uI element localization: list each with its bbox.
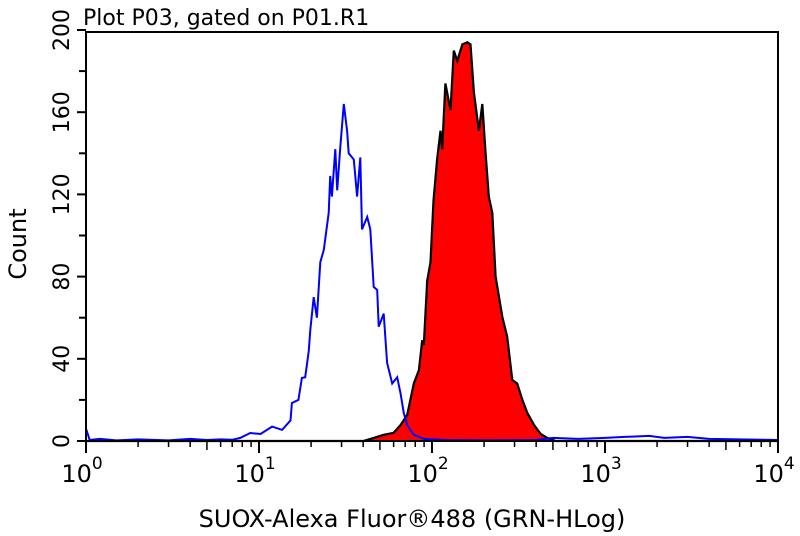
x-tick-label: 100: [61, 454, 102, 488]
series-1-outline: [86, 41, 778, 443]
y-tick-label: 0: [50, 434, 75, 448]
x-tick-exponent: 0: [92, 454, 103, 474]
x-axis-ticks: 100 101 102 103 104: [61, 441, 795, 488]
x-tick-base: 10: [61, 460, 92, 488]
x-tick-exponent: 3: [611, 454, 622, 474]
plot-series: [85, 41, 779, 443]
x-tick-base: 10: [407, 460, 438, 488]
y-tick-label: 160: [50, 91, 75, 133]
x-tick-exponent: 1: [265, 454, 276, 474]
x-tick-base: 10: [580, 460, 611, 488]
x-axis-label: SUOX-Alexa Fluor®488 (GRN-HLog): [199, 505, 626, 533]
chart-title: Plot P03, gated on P01.R1: [83, 6, 369, 31]
x-tick-label: 101: [234, 454, 275, 488]
y-tick-label: 40: [50, 345, 75, 373]
y-axis-ticks: 0 40 80 120 160 200: [50, 9, 86, 448]
x-tick-base: 10: [753, 460, 784, 488]
x-tick-label: 103: [580, 454, 621, 488]
x-tick-exponent: 4: [784, 454, 795, 474]
y-tick-label: 200: [50, 9, 75, 51]
x-tick-exponent: 2: [438, 454, 449, 474]
y-tick-label: 120: [50, 173, 75, 215]
x-tick-base: 10: [234, 460, 265, 488]
y-axis-label: Count: [4, 208, 32, 279]
x-tick-label: 102: [407, 454, 448, 488]
x-tick-label: 104: [753, 454, 794, 488]
y-tick-label: 80: [50, 263, 75, 291]
